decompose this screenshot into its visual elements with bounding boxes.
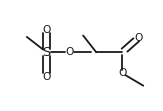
Text: O: O: [118, 68, 126, 78]
Text: O: O: [42, 25, 51, 35]
Text: O: O: [65, 47, 74, 57]
Text: O: O: [42, 72, 51, 82]
Text: S: S: [42, 46, 51, 59]
Text: O: O: [134, 33, 143, 43]
